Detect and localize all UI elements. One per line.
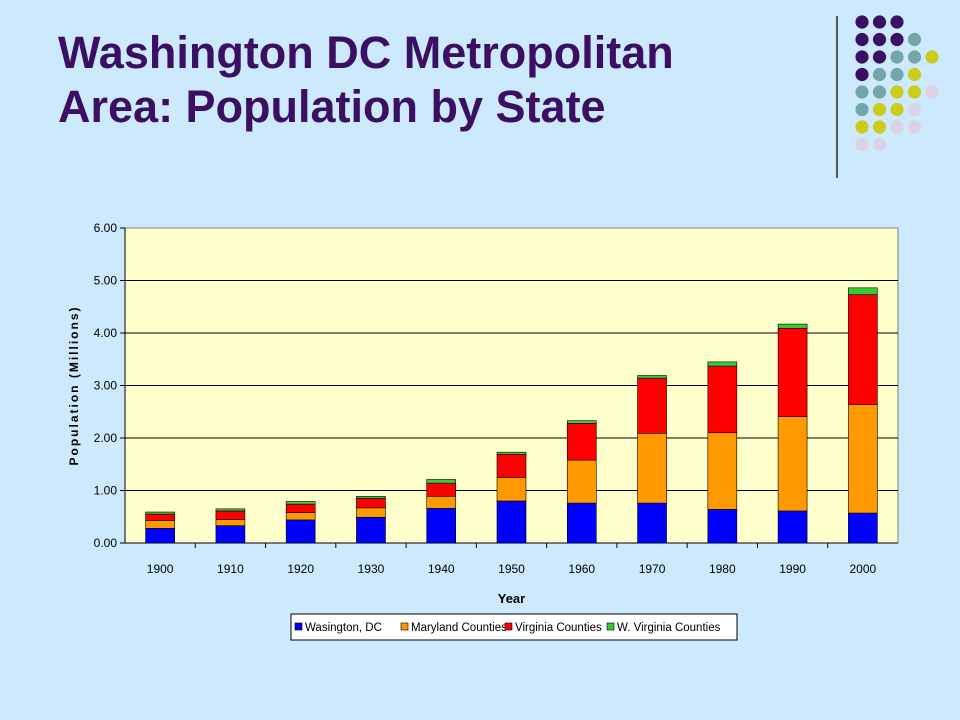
bar-segment [285, 519, 316, 544]
bar-segment [707, 432, 738, 510]
y-tick-label: 4.00 [94, 326, 118, 340]
bar-segment [566, 420, 597, 424]
bar-segment [356, 516, 386, 544]
legend-label: Maryland Counties [411, 622, 507, 634]
x-tick-label: 1980 [709, 562, 736, 576]
x-tick-label: 1990 [779, 562, 806, 576]
x-tick-label: 1900 [147, 562, 174, 576]
bar-segment [496, 451, 527, 455]
y-tick-label: 3.00 [94, 379, 118, 393]
decorative-divider [836, 16, 838, 178]
x-tick-label: 1960 [568, 562, 595, 576]
legend-label: W. Virginia Counties [617, 622, 721, 634]
x-tick-label: 1970 [639, 562, 666, 576]
bar-segment [848, 287, 878, 295]
bar-segment [356, 498, 386, 509]
bar-segment [777, 510, 808, 544]
bar-segment [496, 453, 527, 478]
bar-segment [777, 416, 808, 512]
bar-segment [637, 502, 667, 544]
bar-segment [637, 375, 667, 379]
bar-segment [215, 525, 246, 544]
bar-segment [707, 365, 738, 434]
bar-segment [637, 432, 667, 504]
bar-segment [145, 527, 175, 544]
x-tick-label: 1930 [358, 562, 385, 576]
bar-segment [426, 482, 457, 497]
legend-swatch [606, 622, 615, 631]
bar-segment [215, 508, 246, 512]
bar-segment [285, 501, 316, 505]
y-tick-label: 0.00 [94, 536, 118, 550]
bar-segment [145, 520, 175, 529]
bar-segment [707, 361, 738, 367]
bar-segment [637, 377, 667, 434]
bar-segment [848, 512, 878, 544]
legend-swatch [504, 622, 513, 631]
legend: Wasington, DC Maryland Counties Virginia C… [290, 613, 738, 641]
bar-segment [566, 502, 597, 544]
y-axis-label: Population (Millions) [67, 306, 81, 466]
bar-segment [356, 507, 386, 518]
slide-title: Washington DC Metropolitan Area: Populat… [58, 26, 798, 134]
legend-swatch [294, 622, 303, 631]
bar-segment [496, 500, 527, 544]
x-tick-label: 1950 [498, 562, 525, 576]
bar-segment [215, 510, 246, 520]
legend-swatch [400, 622, 409, 631]
x-tick-label: 1940 [428, 562, 455, 576]
y-tick-label: 1.00 [94, 484, 118, 498]
bar-segment [707, 509, 738, 544]
y-tick-label: 6.00 [94, 221, 118, 235]
bar-segment [145, 513, 175, 521]
slide-title-line-2: Area: Population by State [58, 81, 606, 132]
bar-segment [285, 503, 316, 513]
legend-label: Virginia Counties [515, 622, 602, 634]
bar-segment [285, 512, 316, 521]
x-tick-label: 1910 [217, 562, 244, 576]
legend-label: Wasington, DC [305, 622, 382, 634]
bar-segment [777, 327, 808, 417]
bar-segment [426, 508, 457, 544]
x-axis-label: Year [498, 591, 525, 606]
bar-segment [777, 323, 808, 329]
y-tick-label: 2.00 [94, 431, 118, 445]
bar-segment [496, 477, 527, 502]
legend-box [290, 613, 738, 641]
bar-segment [566, 422, 597, 461]
bar-segment [848, 404, 878, 514]
bar-segment [848, 294, 878, 405]
x-tick-label: 1920 [287, 562, 314, 576]
bar-segment [145, 511, 175, 515]
bar-segment [356, 495, 386, 499]
x-tick-label: 2000 [850, 562, 877, 576]
bar-segment [426, 479, 457, 484]
bar-segment [215, 519, 246, 526]
bar-segment [426, 495, 457, 509]
bar-segment [566, 459, 597, 504]
slide-title-line-1: Washington DC Metropolitan [58, 27, 674, 78]
y-tick-label: 5.00 [94, 274, 118, 288]
